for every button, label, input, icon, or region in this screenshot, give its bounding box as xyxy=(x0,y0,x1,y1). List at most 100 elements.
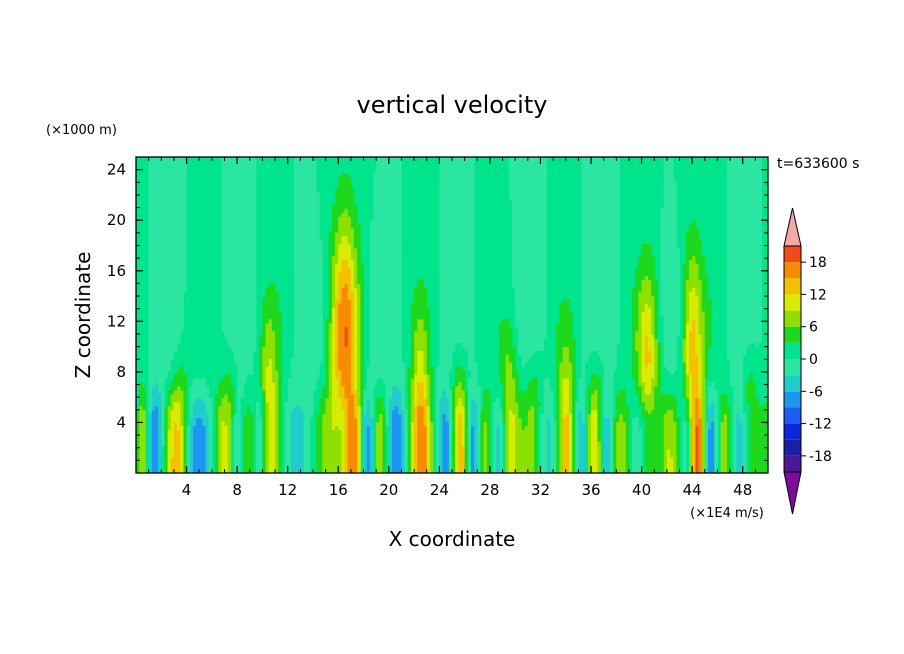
field-cell xyxy=(660,267,680,272)
field-cell xyxy=(524,425,535,430)
field-cell xyxy=(294,263,323,268)
field-cell xyxy=(562,397,570,403)
field-cell xyxy=(215,469,219,474)
field-cell xyxy=(148,433,153,438)
field-cell xyxy=(616,405,630,411)
field-cell xyxy=(347,453,358,458)
field-cell xyxy=(597,449,601,454)
field-cell xyxy=(148,172,187,178)
field-cell xyxy=(294,243,323,249)
field-cell xyxy=(439,311,475,316)
field-cell xyxy=(344,441,349,446)
field-cell xyxy=(192,437,206,442)
field-cell xyxy=(638,378,642,383)
field-cell xyxy=(562,465,570,470)
field-cell xyxy=(644,342,649,347)
field-cell xyxy=(587,433,592,438)
field-cell xyxy=(726,429,731,434)
field-cell xyxy=(515,311,548,316)
field-cell xyxy=(673,469,677,474)
field-cell xyxy=(417,350,424,355)
field-cell xyxy=(733,429,737,434)
field-cell xyxy=(256,429,263,434)
field-cell xyxy=(695,326,699,332)
field-cell xyxy=(404,413,409,419)
field-cell xyxy=(682,354,687,359)
field-cell xyxy=(303,461,311,466)
field-cell xyxy=(423,413,428,419)
field-cell xyxy=(651,318,655,324)
field-cell xyxy=(616,437,627,442)
field-cell xyxy=(357,287,361,292)
field-cell xyxy=(448,465,453,470)
field-cell xyxy=(505,405,519,411)
field-cell xyxy=(382,417,387,423)
field-cell xyxy=(354,299,358,304)
field-cell xyxy=(350,283,355,288)
field-cell xyxy=(556,366,560,371)
field-cell xyxy=(404,433,409,438)
field-cell xyxy=(167,429,175,434)
field-cell xyxy=(354,271,358,276)
field-cell xyxy=(382,457,387,462)
field-cell xyxy=(268,283,276,288)
field-cell xyxy=(508,176,548,182)
field-cell xyxy=(290,409,304,415)
field-cell xyxy=(508,417,516,423)
field-cell xyxy=(682,291,687,296)
field-cell xyxy=(663,441,677,446)
field-cell xyxy=(136,413,140,419)
field-cell xyxy=(692,413,696,419)
field-cell xyxy=(654,307,658,312)
field-cell xyxy=(638,263,655,268)
field-cell xyxy=(442,437,450,442)
field-cell xyxy=(632,362,639,367)
field-cell xyxy=(186,441,191,446)
field-cell xyxy=(632,350,639,355)
field-cell xyxy=(515,413,519,419)
field-cell xyxy=(559,303,570,308)
field-cell xyxy=(575,417,579,423)
field-cell xyxy=(587,397,592,403)
field-cell xyxy=(192,413,210,419)
field-cell xyxy=(464,390,469,395)
field-cell xyxy=(410,417,415,423)
field-cell xyxy=(496,453,500,458)
field-cell xyxy=(549,417,554,423)
field-cell xyxy=(508,453,516,458)
field-cell xyxy=(294,299,323,304)
field-cell xyxy=(350,255,358,261)
field-cell xyxy=(259,382,263,387)
field-cell xyxy=(275,330,282,336)
field-cell xyxy=(458,401,462,407)
field-cell xyxy=(470,417,478,423)
field-cell xyxy=(676,457,680,462)
field-cell xyxy=(685,299,690,304)
field-cell xyxy=(350,287,358,292)
field-cell xyxy=(616,425,627,430)
field-cell xyxy=(726,283,763,288)
field-cell xyxy=(189,401,194,407)
field-cell xyxy=(515,299,548,304)
field-cell xyxy=(382,413,387,419)
field-cell xyxy=(587,413,592,419)
field-cell xyxy=(357,307,361,312)
field-cell xyxy=(654,326,658,332)
field-cell xyxy=(284,421,292,426)
field-cell xyxy=(632,370,639,375)
field-cell xyxy=(316,421,323,426)
field-cell xyxy=(369,322,402,328)
field-cell xyxy=(360,334,364,340)
field-cell xyxy=(354,330,358,336)
field-cell xyxy=(265,469,270,474)
field-cell xyxy=(148,354,175,359)
field-cell xyxy=(505,386,516,391)
field-cell xyxy=(578,390,586,395)
field-cell xyxy=(685,342,690,347)
field-cell xyxy=(663,354,677,359)
field-cell xyxy=(439,164,475,170)
field-cell xyxy=(578,378,586,383)
field-cell xyxy=(458,433,462,438)
field-cell xyxy=(654,322,658,328)
